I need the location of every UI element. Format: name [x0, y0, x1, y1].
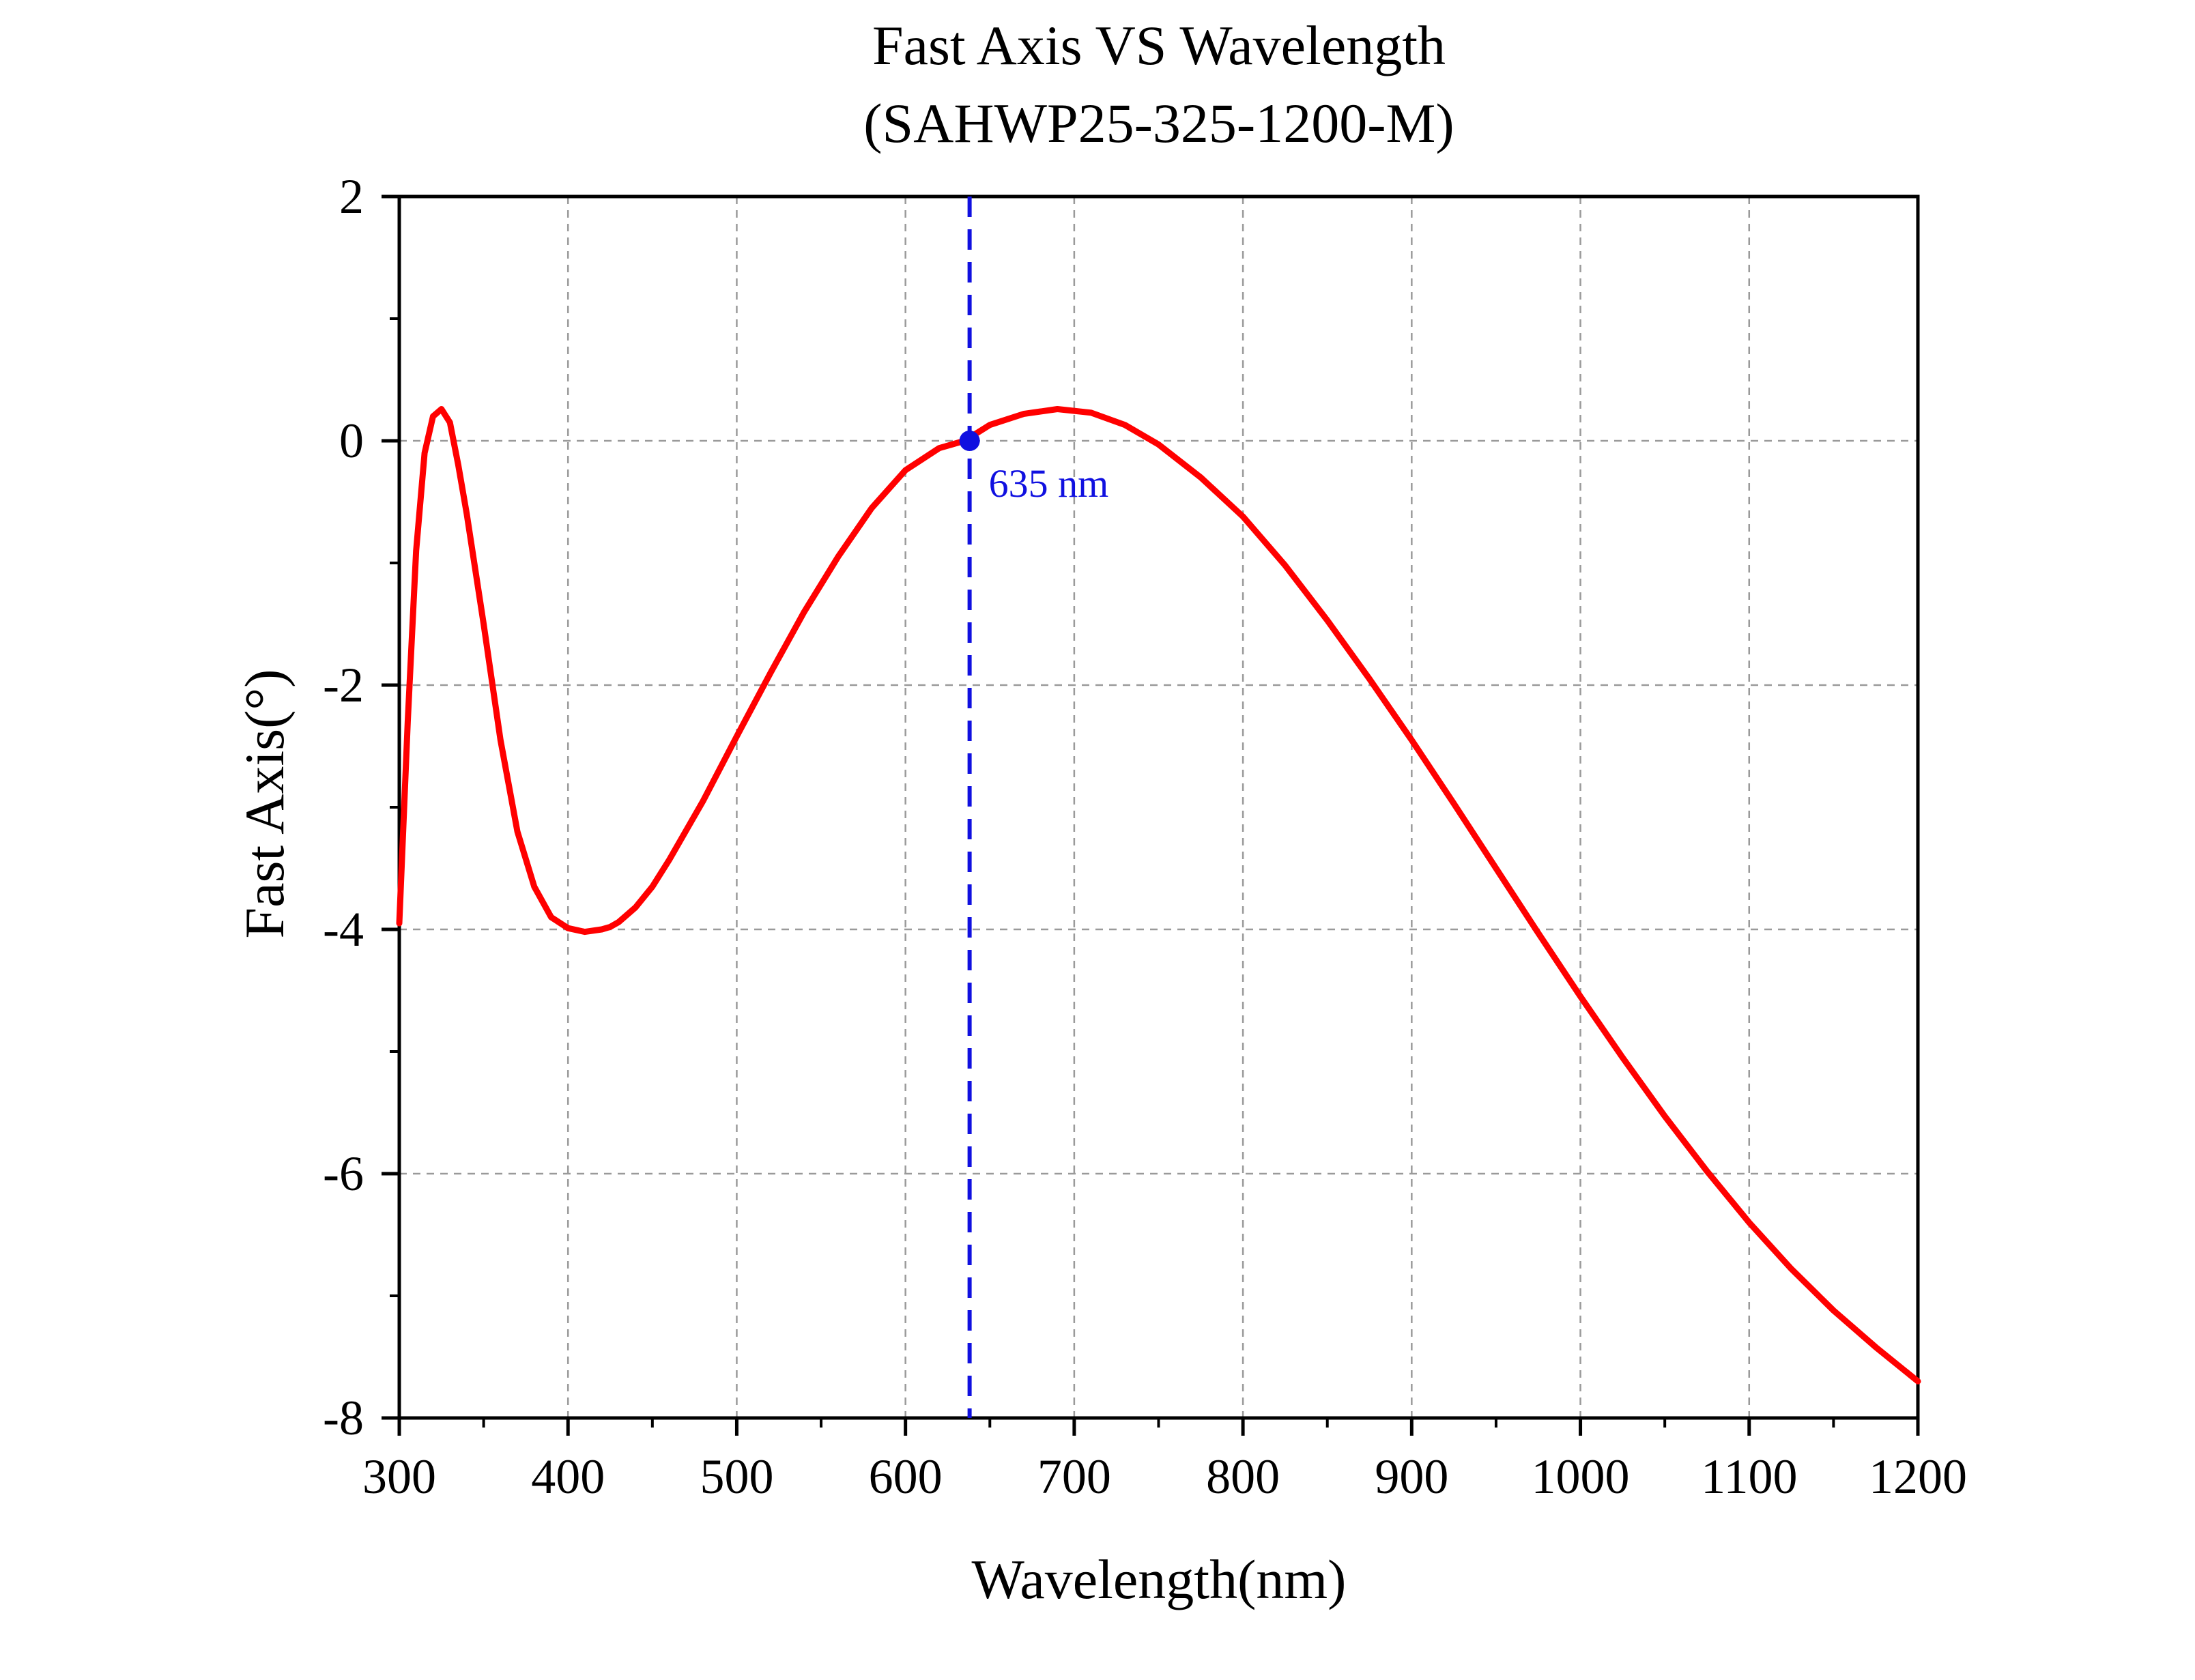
axes: 300 400 500 600 700 800 900 1000 1100 1200 -8 -6 -4 -… [323, 169, 1967, 1504]
y-tick-label: 2 [339, 169, 364, 224]
x-tick-label: 1100 [1701, 1449, 1797, 1504]
wavelength-marker-label: 635 nm [989, 461, 1109, 506]
x-tick-label: 1200 [1869, 1449, 1967, 1504]
x-tick-label: 300 [362, 1449, 436, 1504]
x-tick-label: 600 [869, 1449, 943, 1504]
x-tick-label: 900 [1375, 1449, 1448, 1504]
chart-subtitle: (SAHWP25-325-1200-M) [863, 92, 1454, 154]
x-tick-label: 400 [531, 1449, 605, 1504]
y-tick-label: -4 [323, 902, 364, 957]
chart-title: Fast Axis VS Wavelength [872, 14, 1446, 76]
annotations: 635 nm [959, 197, 1109, 1418]
x-tick-label: 700 [1037, 1449, 1111, 1504]
data-series [396, 406, 1921, 1385]
series-line [396, 406, 1921, 1385]
y-tick-label: -8 [323, 1391, 364, 1445]
wavelength-marker-point [959, 431, 980, 451]
y-tick-label: 0 [339, 414, 364, 468]
grid-lines [399, 197, 1918, 1418]
x-tick-label: 800 [1206, 1449, 1280, 1504]
y-tick-label: -6 [323, 1146, 364, 1201]
y-axis-label: Fast Axis(°) [233, 669, 296, 939]
x-axis-label: Wavelength(nm) [972, 1548, 1347, 1610]
x-tick-label: 1000 [1532, 1449, 1630, 1504]
x-tick-label: 500 [700, 1449, 773, 1504]
y-tick-label: -2 [323, 658, 364, 712]
